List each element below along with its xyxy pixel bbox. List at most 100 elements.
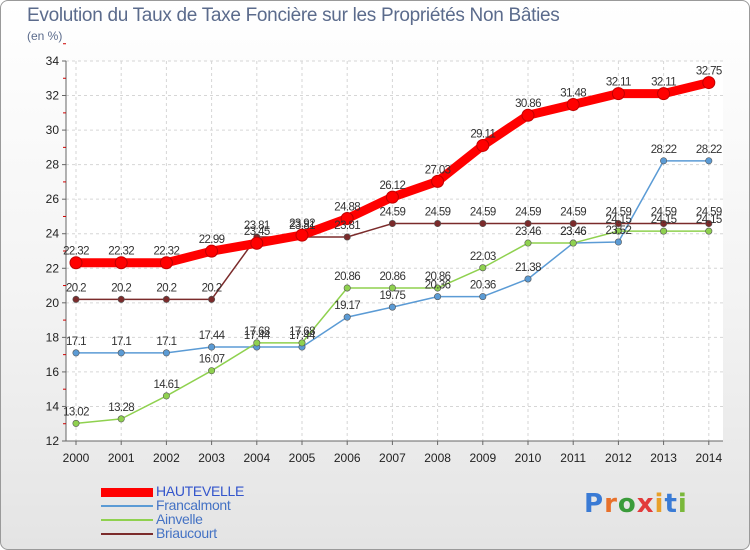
data-point-ainvelle <box>388 284 396 292</box>
x-tick-label: 2007 <box>379 451 406 465</box>
legend-item-hautevelle: HAUTEVELLE <box>101 483 301 499</box>
data-label-briaucourt: 24.59 <box>560 207 586 219</box>
data-label-francalmont: 19.75 <box>380 290 406 302</box>
data-label-briaucourt: 24.59 <box>696 207 722 219</box>
data-point-hautevelle <box>340 212 354 226</box>
data-label-francalmont: 21.38 <box>515 262 541 274</box>
data-label-ainvelle: 23.46 <box>515 226 541 238</box>
data-label-ainvelle: 24.15 <box>606 214 632 226</box>
data-label-francalmont: 17.1 <box>66 336 86 348</box>
data-point-hautevelle <box>385 190 399 204</box>
data-point-hautevelle <box>114 256 128 270</box>
data-point-hautevelle <box>521 108 535 122</box>
data-point-francalmont <box>705 157 713 165</box>
data-point-francalmont <box>162 349 170 357</box>
data-point-francalmont <box>208 343 216 351</box>
data-point-francalmont <box>479 293 487 301</box>
data-label-hautevelle: 26.12 <box>380 180 406 192</box>
data-label-briaucourt: 24.59 <box>470 207 496 219</box>
data-label-hautevelle: 32.11 <box>606 77 631 89</box>
y-tick-label: 18 <box>46 330 60 344</box>
y-tick-label: 34 <box>46 54 60 68</box>
data-point-briaucourt <box>614 220 622 228</box>
data-point-ainvelle <box>208 367 216 375</box>
data-point-francalmont <box>343 313 351 321</box>
data-point-hautevelle <box>431 174 445 188</box>
data-point-ainvelle <box>343 284 351 292</box>
data-point-hautevelle <box>159 256 173 270</box>
y-tick-label: 16 <box>46 365 60 379</box>
x-tick-label: 2001 <box>108 451 135 465</box>
legend-item-francalmont: Francalmont <box>101 497 301 513</box>
proxiti-logo: Proxiti <box>584 489 688 519</box>
data-label-briaucourt: 24.59 <box>606 207 632 219</box>
chart-title: Evolution du Taux de Taxe Foncière sur l… <box>27 5 560 26</box>
data-label-hautevelle: 22.99 <box>199 234 225 246</box>
data-point-briaucourt <box>705 220 713 228</box>
data-point-ainvelle <box>117 415 125 423</box>
data-point-briaucourt <box>388 220 396 228</box>
data-label-francalmont: 23.46 <box>560 226 586 238</box>
data-point-briaucourt <box>72 295 80 303</box>
y-tick-label: 12 <box>46 434 60 448</box>
x-tick-label: 2004 <box>243 451 270 465</box>
data-point-ainvelle <box>434 284 442 292</box>
data-label-ainvelle: 17.68 <box>244 326 270 338</box>
logo-letter: P <box>584 489 605 519</box>
legend-item-ainvelle: Ainvelle <box>101 511 301 527</box>
logo-letter: o <box>617 489 637 519</box>
data-label-francalmont: 28.22 <box>696 144 722 156</box>
data-label-hautevelle: 32.75 <box>696 66 722 78</box>
data-label-francalmont: 17.44 <box>289 330 316 342</box>
logo-letter: i <box>677 489 688 519</box>
x-tick-label: 2010 <box>515 451 542 465</box>
data-point-hautevelle <box>476 138 490 152</box>
data-point-francalmont <box>72 349 80 357</box>
data-point-briaucourt <box>524 220 532 228</box>
data-point-briaucourt <box>479 220 487 228</box>
x-tick-label: 2012 <box>605 451 632 465</box>
data-point-francalmont <box>614 238 622 246</box>
data-label-francalmont: 20.36 <box>425 280 451 292</box>
x-tick-label: 2013 <box>650 451 677 465</box>
data-point-briaucourt <box>343 233 351 241</box>
data-label-ainvelle: 23.46 <box>560 226 586 238</box>
data-point-ainvelle <box>298 339 306 347</box>
data-label-briaucourt: 20.2 <box>202 282 222 294</box>
data-label-ainvelle: 24.15 <box>651 214 677 226</box>
data-label-hautevelle: 27.03 <box>425 164 451 176</box>
logo-letter: t <box>664 489 678 519</box>
data-label-ainvelle: 16.07 <box>199 354 225 366</box>
data-point-francalmont <box>660 157 668 165</box>
data-point-hautevelle <box>69 256 83 270</box>
data-label-francalmont: 17.44 <box>244 330 271 342</box>
data-point-francalmont <box>524 275 532 283</box>
x-tick-label: 2008 <box>424 451 451 465</box>
data-label-francalmont: 23.52 <box>606 225 632 237</box>
y-tick-label: 20 <box>46 296 60 310</box>
data-point-ainvelle <box>162 392 170 400</box>
legend-swatch-francalmont <box>101 505 153 507</box>
data-point-hautevelle <box>566 98 580 112</box>
data-label-hautevelle: 24.88 <box>334 202 360 214</box>
data-point-hautevelle <box>295 228 309 242</box>
y-axis-unit: (en %) <box>27 29 63 43</box>
data-label-ainvelle: 20.86 <box>334 271 360 283</box>
y-tick-label: 28 <box>46 158 60 172</box>
data-point-ainvelle <box>705 227 713 235</box>
x-tick-label: 2005 <box>289 451 316 465</box>
legend-swatch-ainvelle <box>101 519 153 521</box>
data-label-ainvelle: 22.03 <box>470 251 496 263</box>
data-label-francalmont: 28.22 <box>651 144 677 156</box>
data-point-ainvelle <box>72 419 80 427</box>
y-tick-label: 14 <box>46 399 60 413</box>
data-label-francalmont: 17.44 <box>199 330 226 342</box>
data-label-hautevelle: 23.92 <box>289 218 315 230</box>
data-point-briaucourt <box>434 220 442 228</box>
data-point-francalmont <box>434 293 442 301</box>
logo-letter: i <box>654 489 665 519</box>
data-label-ainvelle: 20.86 <box>425 271 451 283</box>
data-label-briaucourt: 23.81 <box>244 220 270 232</box>
data-label-ainvelle: 20.86 <box>380 271 406 283</box>
